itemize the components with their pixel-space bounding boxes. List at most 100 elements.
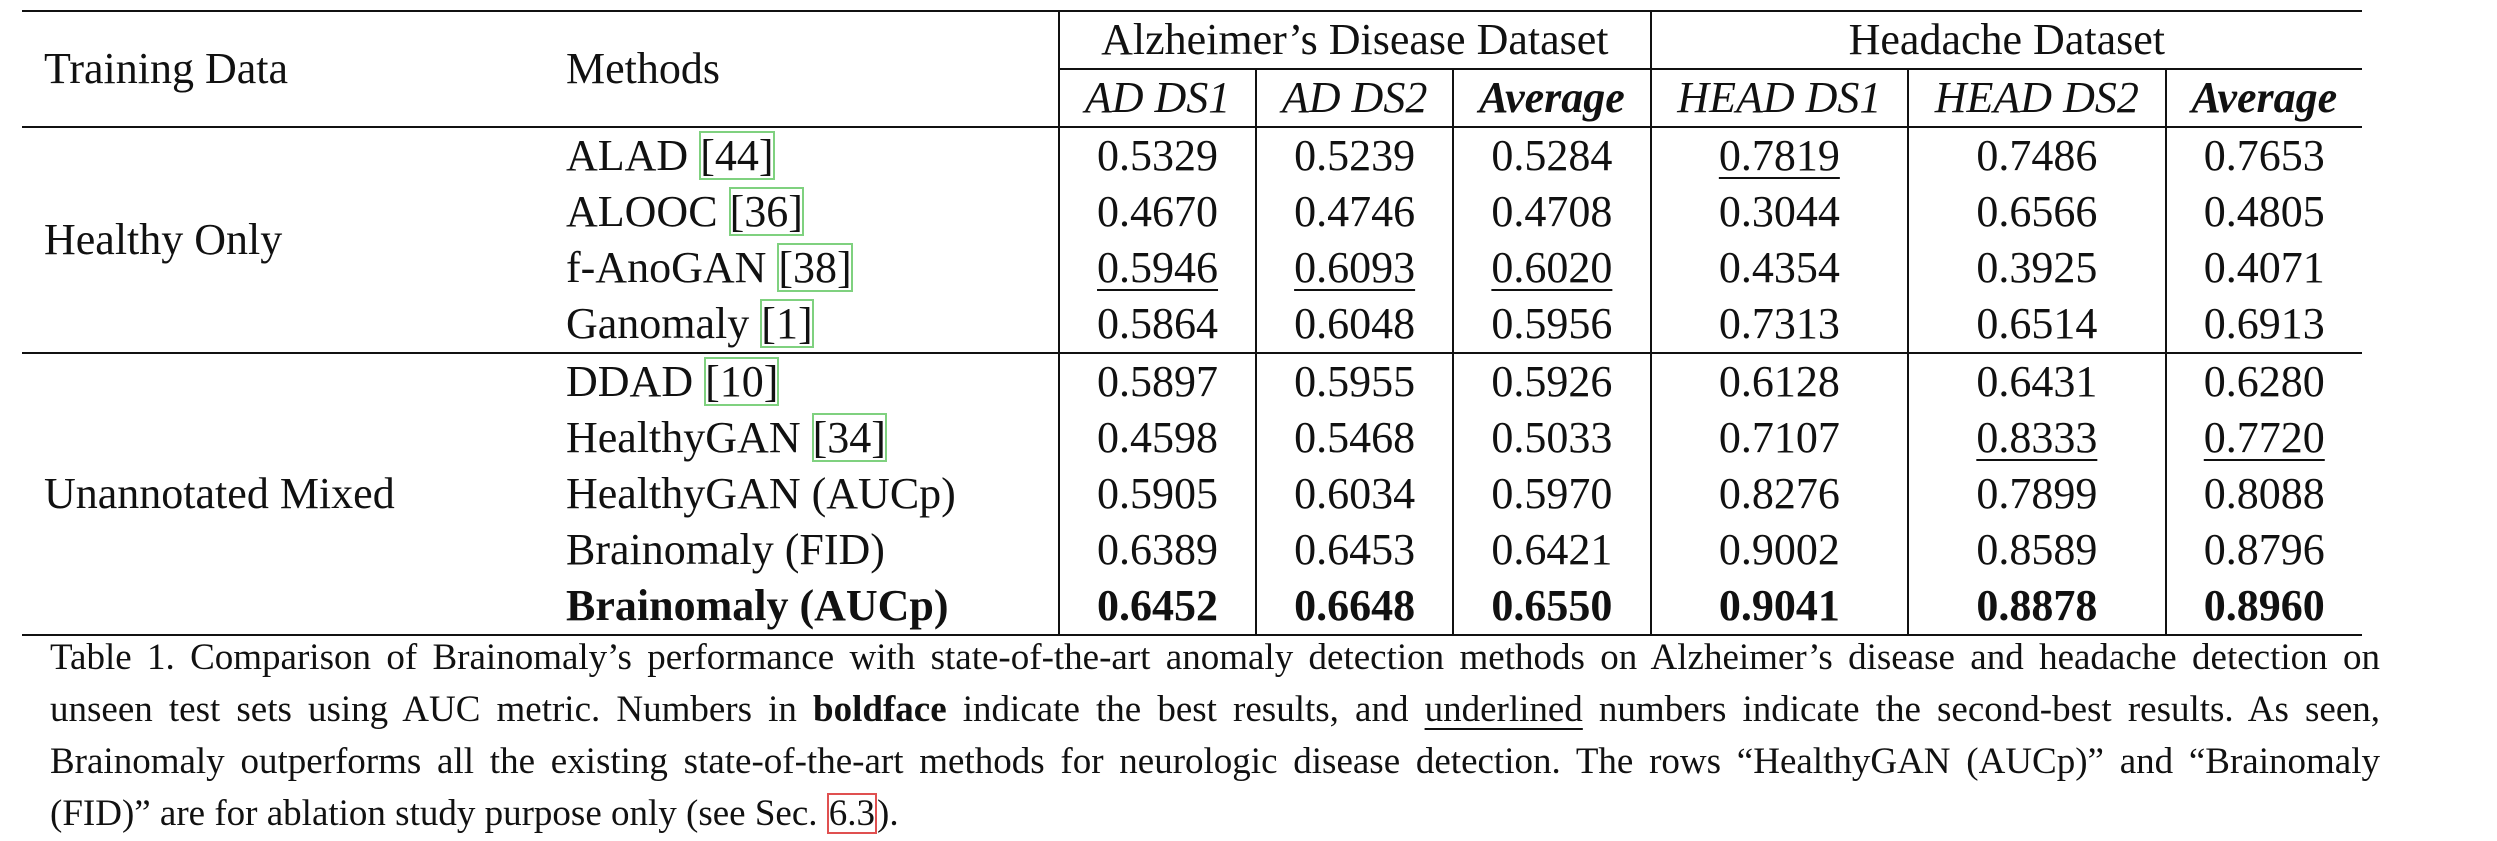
header-row-groups: Training Data Methods Alzheimer’s Diseas… [22, 10, 2362, 128]
value-cell: 0.6431 [1908, 352, 2167, 410]
value-cell: 0.5926 [1453, 352, 1652, 410]
method-cell: Brainomaly (FID) [544, 522, 1060, 578]
header-head-ds1: HEAD DS1 [1650, 69, 1910, 128]
value-cell: 0.7720 [2166, 410, 2362, 466]
auc-value: 0.8276 [1718, 469, 1840, 518]
header-head-average: Average [2165, 69, 2362, 128]
value-cell: 0.6128 [1650, 352, 1910, 410]
auc-value: 0.4746 [1294, 187, 1416, 236]
value-cell: 0.6452 [1059, 578, 1258, 636]
header-ad-ds1: AD DS1 [1059, 69, 1258, 128]
citation-link[interactable]: [1] [760, 299, 814, 348]
value-cell: 0.8589 [1908, 522, 2167, 578]
auc-value: 0.5329 [1097, 131, 1219, 180]
auc-value: 0.6550 [1491, 581, 1613, 630]
auc-value: 0.6421 [1491, 525, 1613, 574]
value-cell: 0.7107 [1650, 410, 1910, 466]
auc-value: 0.5468 [1294, 413, 1416, 462]
method-name: f-AnoGAN [566, 243, 767, 292]
value-cell: 0.8960 [2165, 578, 2362, 636]
method-name: ALAD [566, 131, 689, 180]
auc-value: 0.6020 [1491, 243, 1613, 292]
value-cell: 0.5468 [1256, 410, 1455, 466]
citation-link[interactable]: [10] [704, 357, 780, 406]
auc-value: 0.9041 [1718, 581, 1840, 630]
method-name: Ganomaly [566, 299, 750, 348]
value-cell: 0.5970 [1453, 466, 1652, 522]
value-cell: 0.4354 [1650, 240, 1910, 296]
value-cell: 0.5955 [1256, 352, 1455, 410]
auc-value: 0.8333 [1976, 413, 2098, 462]
value-cell: 0.4670 [1059, 184, 1258, 240]
auc-value: 0.6128 [1718, 357, 1840, 406]
value-cell: 0.5329 [1059, 126, 1258, 184]
value-cell: 0.8333 [1908, 410, 2167, 466]
value-cell: 0.5897 [1059, 352, 1258, 410]
value-cell: 0.5239 [1256, 126, 1455, 184]
table-row: f-AnoGAN [38] 0.5946 0.6093 0.6020 0.4354 0.3… [22, 240, 2362, 296]
auc-value: 0.6913 [2203, 299, 2325, 348]
header-ad-average: Average [1453, 69, 1652, 128]
value-cell: 0.4708 [1453, 184, 1652, 240]
auc-value: 0.5946 [1097, 243, 1219, 292]
header-methods: Methods [544, 10, 1060, 128]
table-body: Healthy Only ALAD [44] 0.5329 0.5239 0.5284 0… [22, 126, 2362, 636]
method-cell: HealthyGAN (AUCp) [544, 466, 1060, 522]
method-name: HealthyGAN (AUCp) [566, 469, 956, 518]
auc-value: 0.4670 [1097, 187, 1219, 236]
auc-value: 0.5284 [1491, 131, 1613, 180]
auc-value: 0.4708 [1491, 187, 1613, 236]
auc-value: 0.5956 [1491, 299, 1613, 348]
method-cell: Brainomaly (AUCp) [544, 578, 1060, 636]
value-cell: 0.6514 [1908, 296, 2167, 353]
value-cell: 0.6550 [1453, 578, 1652, 636]
auc-value: 0.5864 [1097, 299, 1219, 348]
auc-value: 0.5970 [1491, 469, 1613, 518]
value-cell: 0.6566 [1908, 184, 2167, 240]
auc-value: 0.5905 [1097, 469, 1219, 518]
auc-value: 0.8589 [1976, 525, 2098, 574]
caption-boldface-word: boldface [813, 689, 947, 730]
auc-value: 0.8960 [2203, 581, 2325, 630]
value-cell: 0.8276 [1650, 466, 1910, 522]
value-cell: 0.6389 [1059, 522, 1258, 578]
caption-underlined-word: underlined [1424, 689, 1583, 730]
citation-link[interactable]: [36] [728, 187, 804, 236]
table-row: HealthyGAN (AUCp) 0.5905 0.6034 0.5970 0.827… [22, 466, 2362, 522]
auc-value: 0.3925 [1976, 243, 2098, 292]
header-training-data: Training Data [22, 10, 544, 128]
method-cell: f-AnoGAN [38] [544, 240, 1060, 296]
header-head-ds2: HEAD DS2 [1908, 69, 2167, 128]
caption-text-3: numbers indicate the second-best results… [50, 689, 2380, 834]
value-cell: 0.6280 [2165, 352, 2362, 410]
auc-value: 0.4598 [1097, 413, 1219, 462]
auc-value: 0.5926 [1491, 357, 1613, 406]
caption-text-1: Table 1. Comparison of Brainomaly’s perf… [50, 637, 2380, 730]
method-cell: Ganomaly [1] [544, 296, 1060, 353]
header-ad-ds2: AD DS2 [1256, 69, 1455, 128]
auc-value: 0.5239 [1294, 131, 1416, 180]
header-alzheimers-dataset: Alzheimer’s Disease Dataset [1059, 10, 1652, 70]
auc-value: 0.7720 [2203, 413, 2325, 462]
header-headache-dataset: Headache Dataset [1650, 10, 2362, 70]
auc-value: 0.5955 [1294, 357, 1416, 406]
citation-link[interactable]: [34] [811, 413, 887, 462]
auc-value: 0.6514 [1976, 299, 2098, 348]
auc-value: 0.7486 [1976, 131, 2098, 180]
auc-value: 0.6280 [2203, 357, 2325, 406]
table-row: Healthy Only ALAD [44] 0.5329 0.5239 0.5284 0… [22, 126, 2362, 353]
value-cell: 0.6093 [1256, 240, 1455, 296]
training-data-group-label: Healthy Only [22, 126, 544, 353]
auc-value: 0.5033 [1491, 413, 1613, 462]
value-cell: 0.5033 [1453, 410, 1652, 466]
auc-value: 0.3044 [1718, 187, 1840, 236]
citation-link[interactable]: [44] [699, 131, 775, 180]
method-cell: HealthyGAN [34] [544, 410, 1060, 466]
caption-text-4: ). [877, 793, 899, 834]
value-cell: 0.7486 [1908, 126, 2167, 184]
citation-link[interactable]: [38] [777, 243, 853, 292]
auc-value: 0.5897 [1097, 357, 1219, 406]
method-name: ALOOC [566, 187, 718, 236]
value-cell: 0.4071 [2166, 240, 2362, 296]
section-ref-link[interactable]: 6.3 [826, 793, 878, 834]
